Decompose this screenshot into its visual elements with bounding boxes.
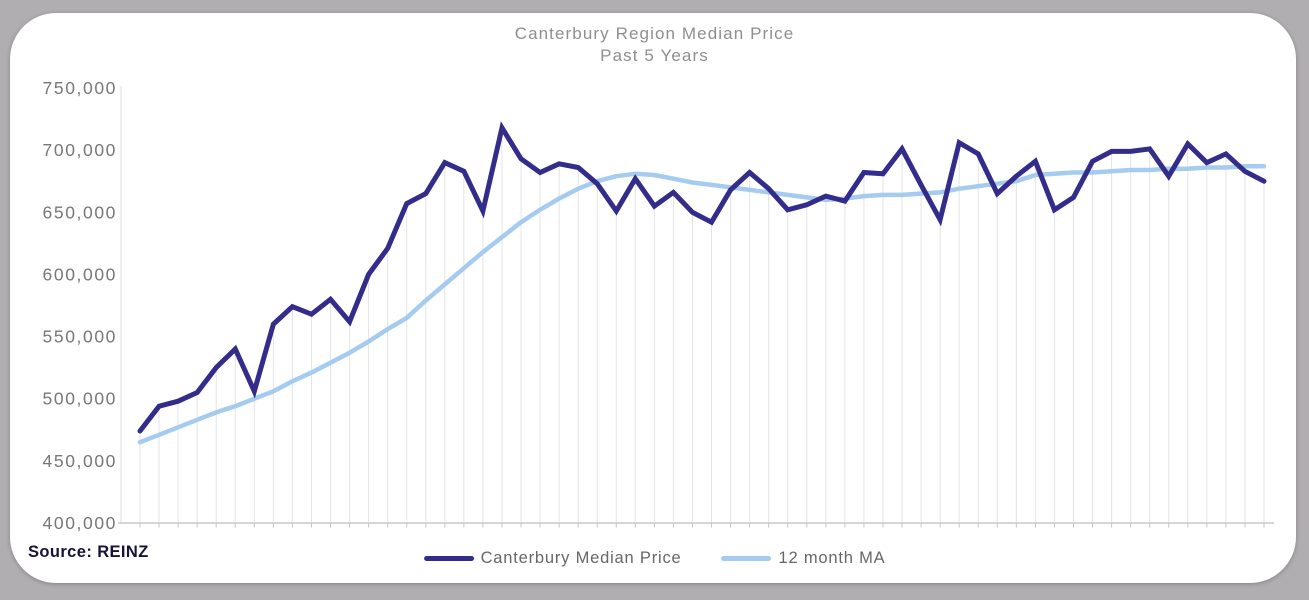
ma-line-swatch: [721, 556, 772, 561]
legend-label: 12 month MA: [778, 549, 886, 567]
chart-legend: Canterbury Median Price 12 month MA: [423, 549, 886, 568]
source-note: Source: REINZ: [28, 543, 149, 561]
chart-subtitle: Past 5 Years: [600, 46, 709, 65]
svg-text:750,000: 750,000: [43, 78, 117, 98]
chart-card: [10, 13, 1296, 583]
chart-title-block: Canterbury Region Median Price Past 5 Ye…: [0, 23, 1309, 67]
legend-label: Canterbury Median Price: [480, 549, 682, 567]
svg-text:600,000: 600,000: [43, 264, 117, 284]
svg-text:450,000: 450,000: [43, 451, 117, 471]
chart-title: Canterbury Region Median Price: [514, 24, 795, 43]
svg-text:700,000: 700,000: [43, 140, 117, 160]
svg-text:550,000: 550,000: [43, 327, 117, 347]
legend-item-median-price: Canterbury Median Price: [423, 549, 682, 568]
svg-text:500,000: 500,000: [43, 389, 117, 409]
legend-item-12-month-ma: 12 month MA: [721, 549, 885, 568]
svg-text:650,000: 650,000: [43, 202, 117, 222]
svg-text:400,000: 400,000: [43, 513, 117, 533]
median-price-line-swatch: [423, 556, 474, 561]
